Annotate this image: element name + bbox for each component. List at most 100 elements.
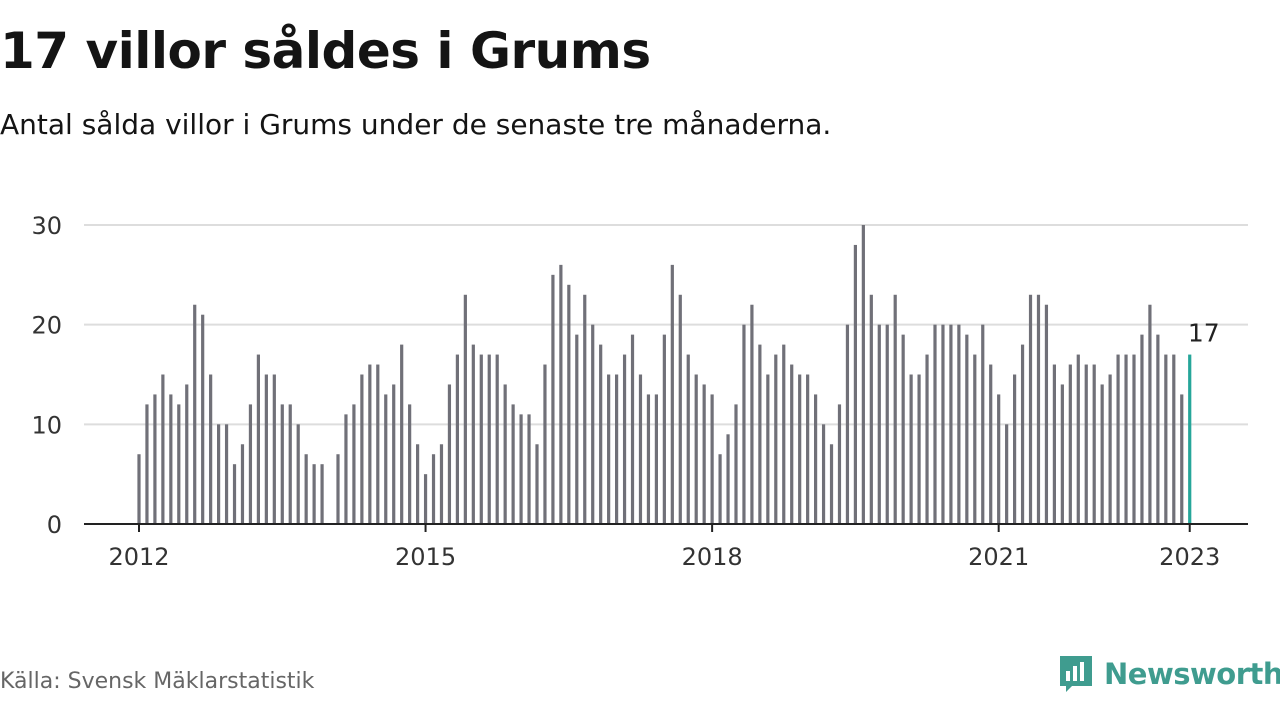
bar bbox=[376, 364, 380, 524]
x-tick-label: 2021 bbox=[968, 543, 1029, 571]
bar-chart: 0 10 20 30 2012 2015 2018 2021 2023 17 bbox=[31, 212, 1248, 571]
bar bbox=[535, 444, 539, 524]
bar bbox=[527, 414, 531, 524]
bar bbox=[702, 384, 706, 524]
bar bbox=[973, 354, 977, 524]
bar bbox=[718, 454, 722, 524]
bar bbox=[941, 324, 945, 524]
bar bbox=[248, 404, 253, 524]
bar bbox=[575, 334, 579, 524]
bar bbox=[1124, 354, 1128, 524]
bar bbox=[917, 374, 921, 524]
bar bbox=[360, 374, 364, 524]
bar bbox=[232, 464, 237, 524]
bar bbox=[583, 294, 587, 524]
bar bbox=[1092, 364, 1096, 524]
bar bbox=[1084, 364, 1088, 524]
highlight-bar bbox=[1188, 354, 1192, 524]
bar bbox=[320, 464, 324, 524]
bar bbox=[615, 374, 619, 524]
bar bbox=[814, 394, 818, 524]
bar bbox=[479, 354, 483, 524]
bar bbox=[392, 384, 396, 524]
bar bbox=[1005, 424, 1009, 524]
x-tick-label: 2023 bbox=[1159, 543, 1220, 571]
bar bbox=[686, 354, 690, 524]
bar bbox=[161, 374, 165, 524]
bar bbox=[503, 384, 507, 524]
bar bbox=[591, 324, 595, 524]
bar bbox=[1076, 354, 1080, 524]
bar bbox=[638, 374, 643, 524]
bar bbox=[670, 264, 674, 524]
x-tick-label: 2015 bbox=[395, 543, 456, 571]
bar bbox=[925, 354, 929, 524]
bar bbox=[264, 374, 268, 524]
bar bbox=[981, 324, 985, 524]
bar bbox=[750, 304, 754, 524]
bar bbox=[622, 354, 627, 524]
bar bbox=[567, 284, 571, 524]
bar bbox=[726, 434, 730, 524]
newsworthy-logo[interactable]: Newsworthy bbox=[1058, 654, 1280, 694]
bar bbox=[1140, 334, 1144, 524]
bar bbox=[145, 404, 149, 524]
bar bbox=[559, 264, 563, 524]
bar bbox=[957, 324, 961, 524]
y-tick-label: 10 bbox=[31, 411, 62, 439]
bar bbox=[193, 304, 197, 524]
bar bbox=[368, 364, 372, 524]
bar bbox=[869, 294, 873, 524]
bar bbox=[774, 354, 778, 524]
bar bbox=[901, 334, 905, 524]
bar bbox=[742, 324, 746, 524]
bar bbox=[734, 404, 738, 524]
bar bbox=[288, 404, 292, 524]
bar bbox=[169, 394, 173, 524]
bar bbox=[678, 294, 682, 524]
bar bbox=[209, 374, 213, 524]
bar bbox=[431, 454, 436, 524]
bar bbox=[312, 464, 316, 524]
bar bbox=[400, 344, 404, 524]
chart-title: 17 villor såldes i Grums bbox=[0, 22, 651, 80]
bar bbox=[694, 374, 698, 524]
bar bbox=[519, 414, 523, 524]
x-tick-label: 2018 bbox=[682, 543, 743, 571]
bar bbox=[543, 364, 547, 524]
bar bbox=[798, 374, 802, 524]
bar bbox=[821, 424, 826, 524]
bar bbox=[1132, 354, 1136, 524]
bar bbox=[137, 454, 141, 524]
bar bbox=[240, 444, 245, 524]
bar bbox=[949, 324, 953, 524]
bar bbox=[861, 225, 865, 524]
bar bbox=[1156, 334, 1160, 524]
bar bbox=[662, 334, 666, 524]
bar bbox=[607, 374, 611, 524]
bar bbox=[280, 404, 284, 524]
bar bbox=[1020, 344, 1025, 524]
bar bbox=[423, 474, 428, 524]
bar bbox=[201, 314, 205, 524]
bar bbox=[1036, 294, 1041, 524]
highlight-value-label: 17 bbox=[1188, 319, 1220, 348]
bar bbox=[829, 444, 834, 524]
bar bbox=[487, 354, 491, 524]
bar bbox=[1164, 354, 1168, 524]
bar bbox=[766, 374, 770, 524]
bar bbox=[1044, 304, 1049, 524]
bar bbox=[599, 344, 603, 524]
chart-subtitle: Antal sålda villor i Grums under de sena… bbox=[0, 108, 832, 141]
bar bbox=[344, 414, 348, 524]
y-tick-label: 30 bbox=[31, 212, 62, 240]
bar bbox=[217, 424, 221, 524]
bar bbox=[1068, 364, 1072, 524]
bar bbox=[408, 404, 412, 524]
bar bbox=[1148, 304, 1152, 524]
bar bbox=[304, 454, 308, 524]
bar bbox=[885, 324, 889, 524]
bar bbox=[416, 444, 420, 524]
bar bbox=[845, 324, 850, 524]
bar bbox=[177, 404, 181, 524]
